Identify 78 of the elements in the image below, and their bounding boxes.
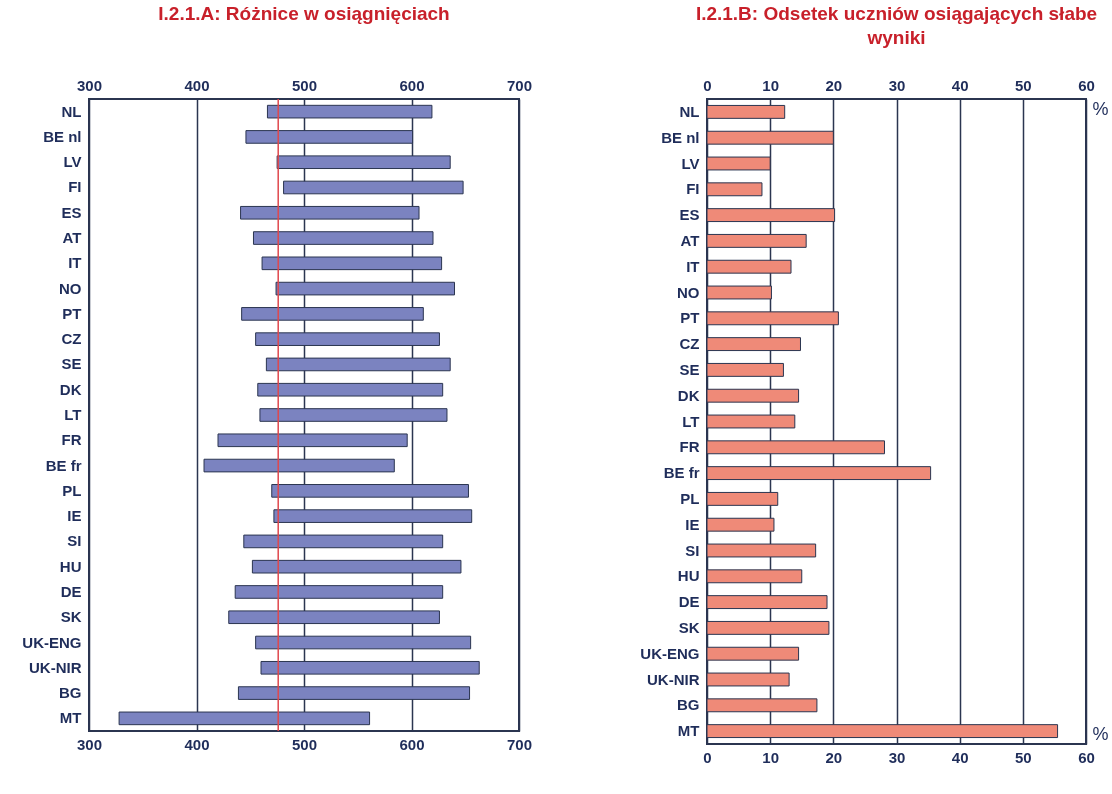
y-tick-label: DE bbox=[60, 582, 82, 600]
y-tick-label: PT bbox=[680, 309, 700, 327]
x2-tick-label: 10 bbox=[762, 76, 780, 94]
y-tick-label: BE fr bbox=[45, 456, 82, 474]
y-tick-label: DE bbox=[678, 593, 700, 611]
y-tick-label: PL bbox=[680, 489, 700, 507]
x-tick-label: 50 bbox=[1014, 748, 1032, 766]
x-tick-label: 30 bbox=[888, 748, 906, 766]
y-tick-label: FR bbox=[61, 431, 82, 449]
y-tick-label: UK-ENG bbox=[22, 633, 82, 651]
y-tick-label: BE nl bbox=[43, 127, 82, 145]
y-tick-label: ES bbox=[61, 203, 82, 221]
x2-tick-label: 500 bbox=[291, 76, 318, 94]
chart-title: I.2.1.A: Różnice w osiągnięciach bbox=[158, 3, 450, 24]
x2-axis-title: % bbox=[1092, 98, 1109, 119]
y-tick-label: SI bbox=[67, 532, 82, 550]
y-tick-label: IE bbox=[685, 515, 700, 533]
y-tick-label: NL bbox=[679, 102, 700, 120]
y-tick-label: NO bbox=[677, 283, 700, 301]
chart-title: I.2.1.B: Odsetek uczniów osiągających słabe wyniki bbox=[695, 3, 1098, 48]
y-tick-label: IT bbox=[686, 257, 700, 275]
y-tick-label: NO bbox=[59, 279, 82, 297]
x2-tick-label: 600 bbox=[399, 76, 425, 94]
y-tick-label: BG bbox=[59, 684, 82, 702]
y-tick-label: AT bbox=[62, 229, 82, 247]
y-tick-label: SK bbox=[678, 618, 700, 636]
y-tick-label: UK-NIR bbox=[29, 658, 82, 676]
y-tick-label: MT bbox=[59, 709, 82, 727]
y-tick-label: BE nl bbox=[661, 128, 700, 146]
y-tick-label: MT bbox=[677, 722, 700, 740]
x-tick-label: 20 bbox=[825, 748, 843, 766]
y-tick-label: HU bbox=[59, 557, 82, 575]
x-tick-label: 700 bbox=[506, 735, 533, 753]
x2-tick-label: 0 bbox=[703, 76, 712, 94]
y-tick-label: SE bbox=[61, 355, 82, 373]
y-tick-label: ES bbox=[679, 206, 700, 224]
y-tick-label: CZ bbox=[679, 335, 700, 353]
y-tick-label: BE fr bbox=[663, 464, 700, 482]
y-tick-label: SK bbox=[60, 608, 82, 626]
x2-tick-label: 40 bbox=[951, 76, 969, 94]
y-tick-label: IT bbox=[68, 254, 82, 272]
x2-tick-label: 700 bbox=[506, 76, 533, 94]
y-tick-label: FI bbox=[68, 178, 82, 196]
y-tick-label: PL bbox=[62, 481, 82, 499]
x-axis-title: % bbox=[1092, 723, 1109, 744]
x2-tick-label: 60 bbox=[1078, 76, 1095, 94]
y-tick-label: SI bbox=[685, 541, 700, 559]
x-tick-label: 400 bbox=[184, 735, 210, 753]
y-tick-label: PT bbox=[62, 304, 82, 322]
x-tick-label: 60 bbox=[1078, 748, 1095, 766]
x-tick-label: 500 bbox=[291, 735, 318, 753]
y-tick-label: HU bbox=[677, 567, 700, 585]
y-tick-label: FR bbox=[679, 438, 700, 456]
x2-tick-label: 400 bbox=[184, 76, 210, 94]
x2-tick-label: 20 bbox=[825, 76, 843, 94]
y-tick-label: UK-ENG bbox=[640, 644, 700, 662]
x-tick-label: 40 bbox=[951, 748, 969, 766]
x2-tick-label: 30 bbox=[888, 76, 906, 94]
y-tick-label: BG bbox=[677, 696, 700, 714]
y-tick-label: LV bbox=[681, 154, 700, 172]
x-tick-label: 0 bbox=[703, 748, 712, 766]
y-tick-label: CZ bbox=[61, 330, 82, 348]
y-tick-label: IE bbox=[67, 507, 82, 525]
x2-tick-label: 50 bbox=[1014, 76, 1032, 94]
x2-tick-label: 300 bbox=[76, 76, 103, 94]
y-tick-label: LT bbox=[64, 406, 82, 423]
x-tick-label: 300 bbox=[76, 735, 103, 753]
y-tick-label: SE bbox=[679, 360, 700, 378]
x-tick-label: 600 bbox=[399, 735, 425, 753]
y-tick-label: AT bbox=[680, 231, 700, 249]
y-tick-label: LV bbox=[63, 153, 82, 171]
y-tick-label: DK bbox=[677, 386, 700, 404]
y-tick-label: UK-NIR bbox=[647, 670, 700, 688]
y-tick-label: NL bbox=[61, 102, 82, 120]
y-tick-label: LT bbox=[682, 412, 700, 430]
y-tick-label: DK bbox=[59, 380, 82, 398]
x-tick-label: 10 bbox=[762, 748, 780, 766]
y-tick-label: FI bbox=[686, 180, 700, 198]
